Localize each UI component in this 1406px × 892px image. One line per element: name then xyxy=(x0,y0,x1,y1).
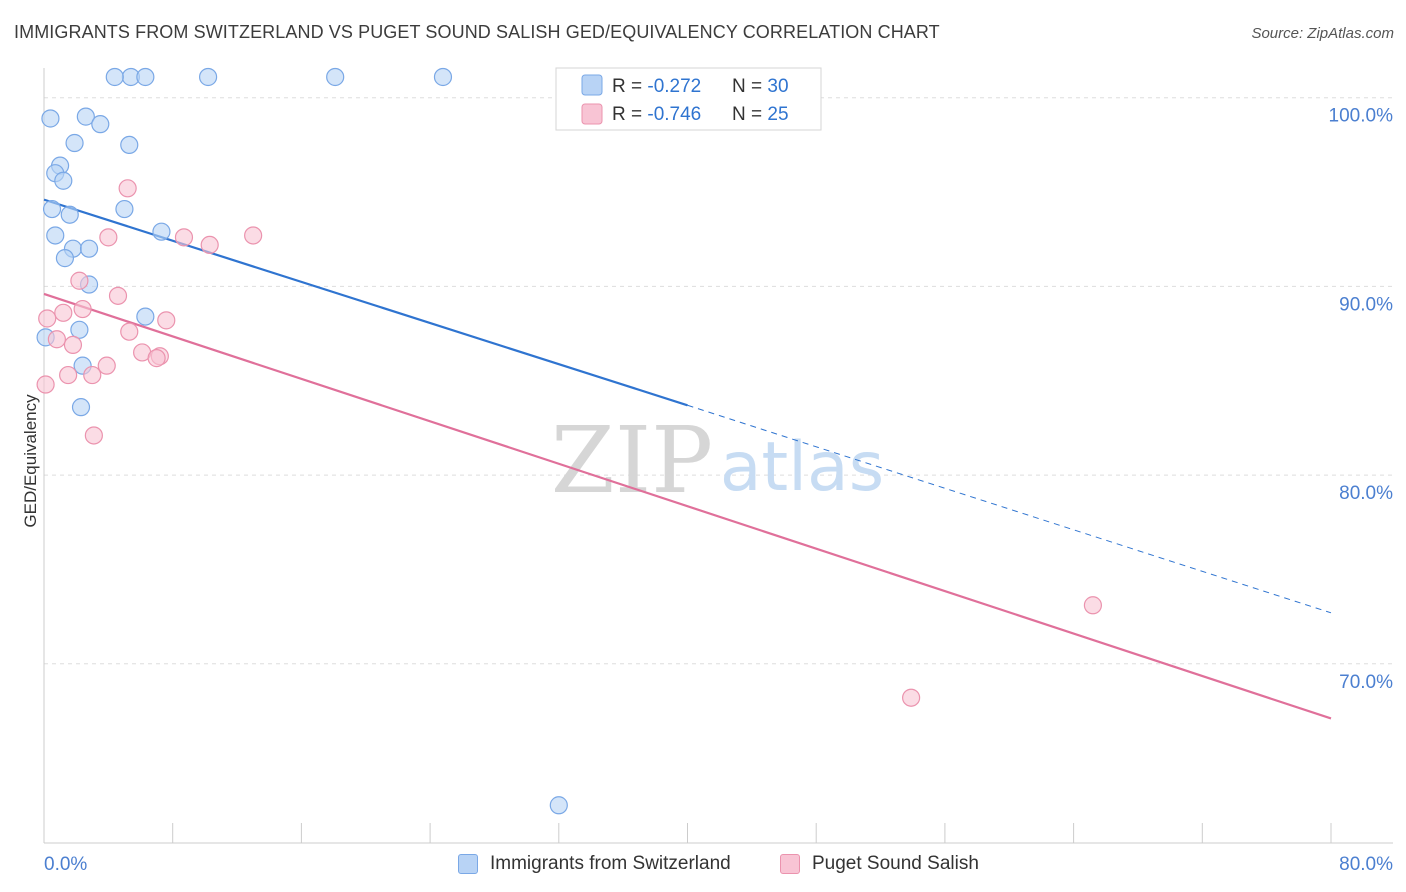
data-point-pink xyxy=(63,335,83,354)
data-point-blue xyxy=(46,226,65,245)
data-point-pink xyxy=(118,179,137,198)
watermark-atlas: atlas xyxy=(720,428,884,507)
data-point-blue xyxy=(198,67,218,87)
stats-n-value-pink: 25 xyxy=(767,104,788,125)
data-point-pink xyxy=(174,228,194,247)
grid-lines xyxy=(44,97,1393,665)
data-point-blue xyxy=(79,239,99,258)
legend-swatch-pink xyxy=(780,854,800,874)
data-point-blue xyxy=(105,67,124,87)
source-credit: Source: ZipAtlas.com xyxy=(1251,25,1394,42)
svg-text:N = 25: N = 25 xyxy=(732,104,789,125)
legend-swatch-blue xyxy=(458,854,478,874)
x-tick-label: 80.0% xyxy=(1339,854,1393,875)
data-point-blue xyxy=(65,133,84,153)
data-point-pink xyxy=(99,228,118,247)
data-point-pink xyxy=(97,356,116,375)
data-point-blue xyxy=(120,135,139,155)
data-points xyxy=(36,67,1103,815)
data-point-pink xyxy=(59,365,78,385)
data-point-pink xyxy=(83,365,102,385)
legend-item-puget-sound-salish[interactable]: Puget Sound Salish xyxy=(780,852,979,876)
stats-r-value-blue: -0.272 xyxy=(647,76,701,97)
y-tick-label: 70.0% xyxy=(1339,672,1393,693)
y-tick-labels: 100.0% 90.0% 80.0% 70.0% xyxy=(1329,106,1394,693)
data-point-blue xyxy=(136,307,155,326)
data-point-blue xyxy=(433,67,453,87)
data-point-blue xyxy=(54,171,73,190)
data-point-blue xyxy=(42,199,62,219)
trend-line-blue xyxy=(43,198,688,407)
svg-text:R = -0.272: R = -0.272 xyxy=(612,76,701,97)
data-point-pink xyxy=(120,322,139,341)
y-tick-label: 100.0% xyxy=(1329,106,1394,127)
data-point-pink xyxy=(73,299,92,319)
data-point-blue xyxy=(60,205,79,224)
trend-line-extension-blue xyxy=(687,404,1332,614)
trend-line-pink xyxy=(43,292,1332,720)
y-tick-label: 90.0% xyxy=(1339,294,1393,315)
data-point-pink xyxy=(47,330,66,349)
data-point-blue xyxy=(115,199,134,219)
stats-r-label: R = xyxy=(612,104,647,125)
data-point-blue xyxy=(71,398,91,417)
stats-swatch-blue xyxy=(581,74,603,96)
axes xyxy=(43,68,1393,844)
watermark: ZIP atlas xyxy=(551,407,884,514)
x-tick-labels: 0.0% 80.0% xyxy=(44,854,1393,875)
data-point-pink xyxy=(36,375,55,394)
data-point-blue xyxy=(136,67,155,87)
data-point-blue xyxy=(70,320,89,339)
legend-label-puget-sound-salish: Puget Sound Salish xyxy=(812,853,979,874)
data-point-blue xyxy=(549,796,568,815)
data-point-pink xyxy=(147,349,166,368)
chart-title: IMMIGRANTS FROM SWITZERLAND VS PUGET SOU… xyxy=(14,22,940,42)
data-point-pink xyxy=(157,311,176,330)
data-point-pink xyxy=(54,303,73,322)
stats-n-label: N = xyxy=(732,104,767,125)
stats-n-label: N = xyxy=(732,76,767,97)
svg-text:R = -0.746: R = -0.746 xyxy=(612,104,701,125)
data-point-blue xyxy=(326,67,345,87)
data-point-blue xyxy=(76,107,95,126)
data-point-blue xyxy=(55,249,75,268)
data-point-pink xyxy=(38,309,57,328)
y-axis-label: GED/Equivalency xyxy=(21,394,40,528)
data-point-pink xyxy=(244,226,263,245)
data-point-pink xyxy=(902,688,921,707)
data-point-blue xyxy=(91,115,110,134)
stats-r-value-pink: -0.746 xyxy=(647,104,701,125)
stats-swatch-pink xyxy=(581,103,603,125)
data-point-blue xyxy=(152,222,171,241)
data-point-pink xyxy=(84,426,103,445)
data-point-blue xyxy=(41,109,60,128)
data-point-pink xyxy=(108,286,128,305)
legend-item-switzerland[interactable]: Immigrants from Switzerland xyxy=(458,852,731,876)
stats-box: R = -0.272 N = 30 R = -0.746 N = 25 xyxy=(555,67,822,131)
data-point-pink xyxy=(1083,596,1103,615)
stats-r-label: R = xyxy=(612,76,647,97)
legend-label-switzerland: Immigrants from Switzerland xyxy=(490,853,731,874)
y-tick-label: 80.0% xyxy=(1339,483,1393,504)
trend-lines xyxy=(43,198,1332,720)
svg-text:N = 30: N = 30 xyxy=(732,76,789,97)
x-tick-label: 0.0% xyxy=(44,854,87,875)
stats-n-value-blue: 30 xyxy=(767,76,788,97)
watermark-zip: ZIP xyxy=(551,407,713,514)
data-point-pink xyxy=(70,271,89,290)
data-point-pink xyxy=(200,235,219,255)
